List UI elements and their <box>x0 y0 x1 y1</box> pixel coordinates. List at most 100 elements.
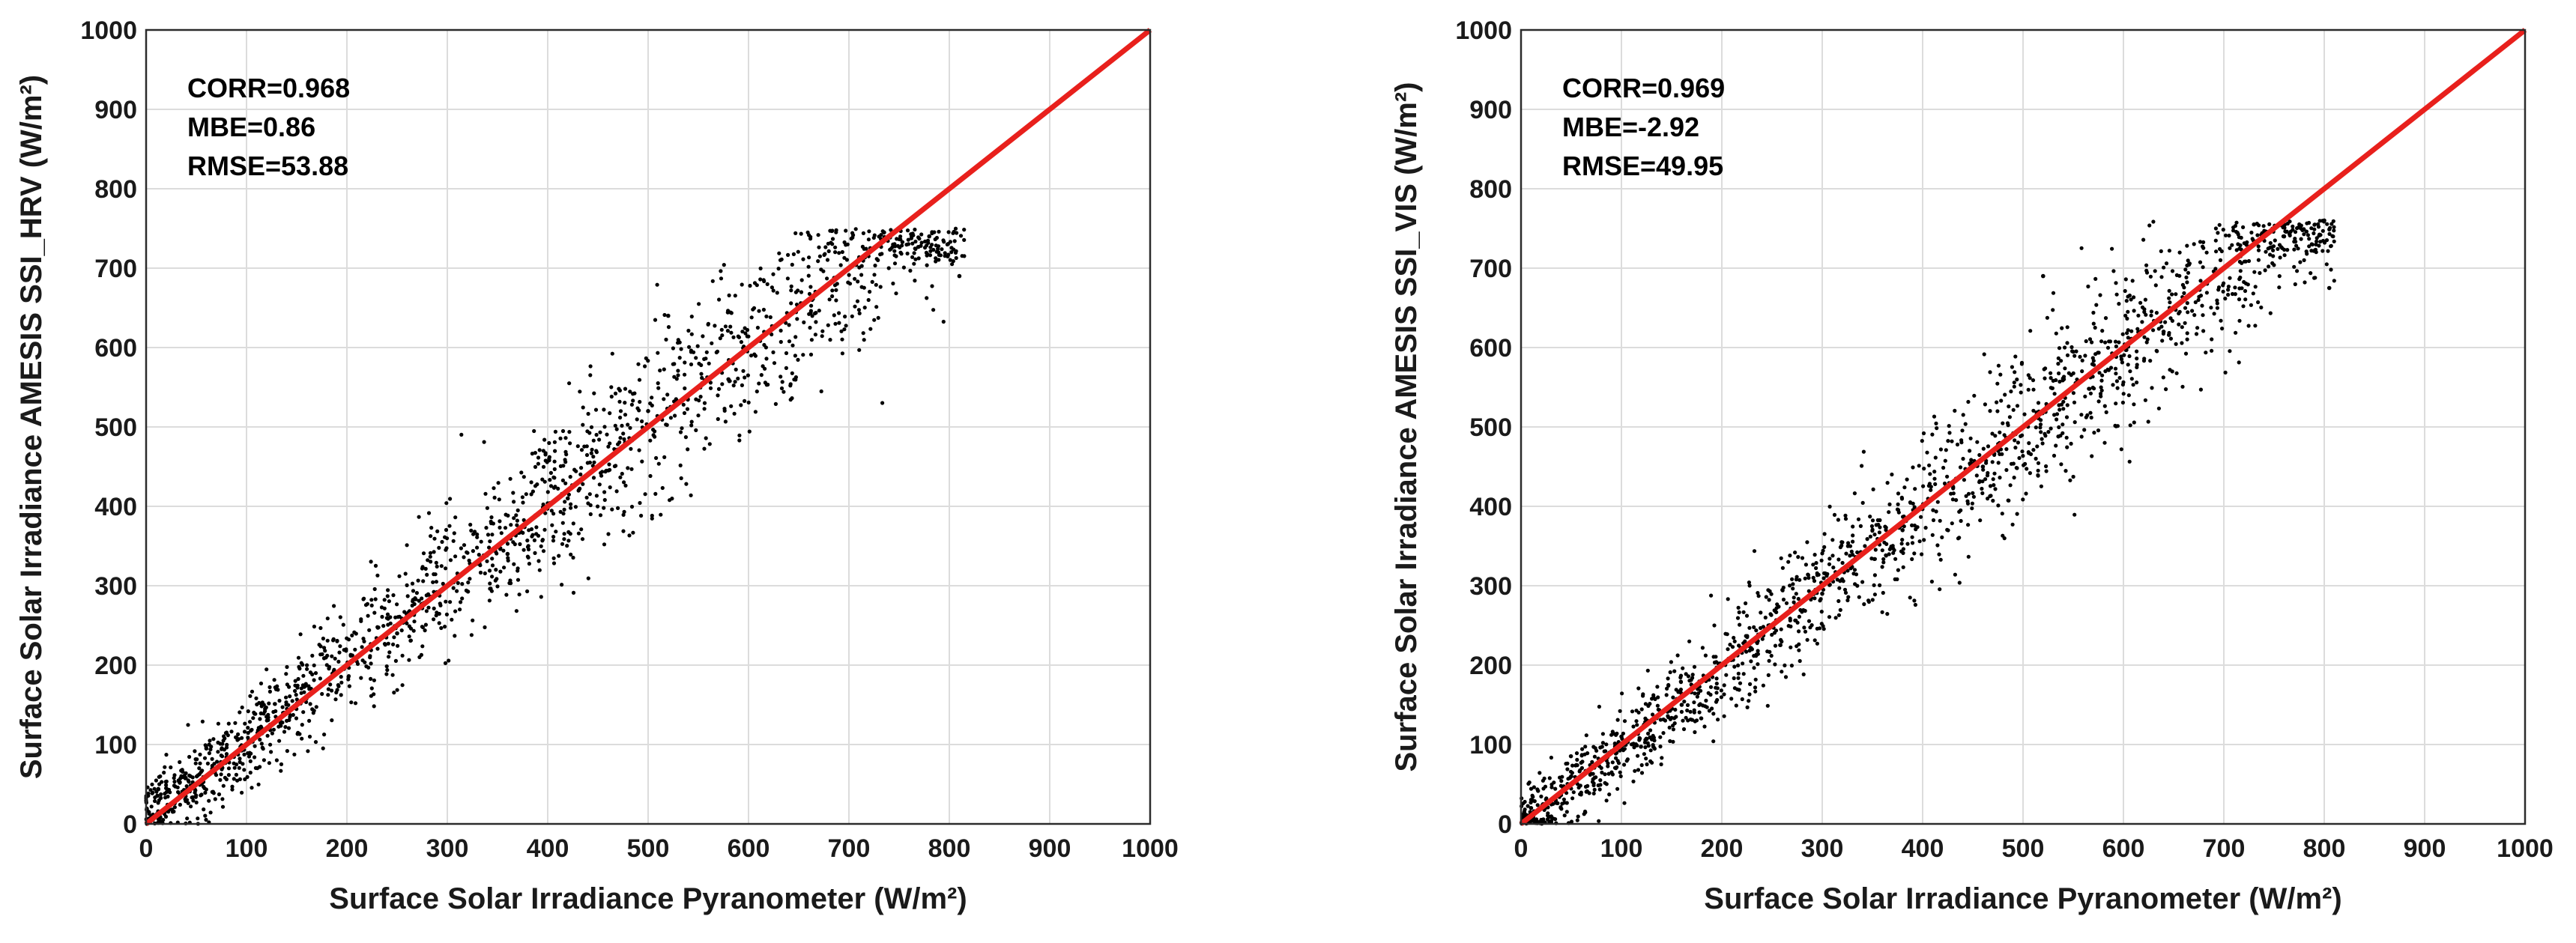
scatter-point <box>527 528 531 533</box>
scatter-point <box>1702 724 1707 729</box>
scatter-point <box>2322 218 2326 223</box>
scatter-point <box>2036 473 2040 478</box>
scatter-point <box>447 658 451 663</box>
scatter-point <box>381 624 386 628</box>
scatter-point <box>833 321 838 326</box>
scatter-point <box>1610 760 1615 765</box>
scatter-point <box>2177 311 2181 316</box>
scatter-point <box>2241 225 2246 229</box>
scatter-point <box>260 745 264 750</box>
scatter-point <box>621 431 626 436</box>
scatter-point <box>1996 503 2001 508</box>
scatter-point <box>2329 244 2333 249</box>
scatter-point <box>1855 550 1860 555</box>
scatter-point <box>731 383 736 388</box>
scatter-point <box>2315 239 2319 243</box>
scatter-point <box>1812 638 1817 643</box>
scatter-point <box>749 315 754 320</box>
scatter-point <box>2103 316 2108 321</box>
scatter-point <box>2090 340 2094 345</box>
scatter-point <box>2099 339 2104 344</box>
scatter-point <box>2080 369 2084 374</box>
scatter-point <box>1579 765 1584 770</box>
scatter-point <box>426 558 430 563</box>
scatter-point <box>1788 554 1792 558</box>
scatter-point <box>2084 415 2088 419</box>
scatter-point <box>1585 751 1590 756</box>
scatter-point <box>414 591 420 595</box>
scatter-point <box>1998 372 2003 377</box>
mbe-label-right: MBE=-2.92 <box>1562 112 1699 142</box>
scatter-point <box>789 301 793 306</box>
scatter-point <box>2040 437 2044 441</box>
scatter-point <box>1664 693 1669 697</box>
scatter-point <box>1975 440 1980 444</box>
scatter-point <box>336 683 340 688</box>
scatter-point <box>666 325 671 330</box>
scatter-point <box>604 468 608 473</box>
scatter-point <box>432 606 436 611</box>
scatter-point <box>1749 659 1753 664</box>
scatter-point <box>1745 634 1750 638</box>
scatter-point <box>626 466 630 470</box>
scatter-point <box>2126 328 2130 333</box>
scatter-point <box>2249 303 2253 307</box>
scatter-point <box>558 436 563 441</box>
scatter-point <box>166 794 170 799</box>
scatter-point <box>1798 658 1802 664</box>
scatter-point <box>488 586 492 591</box>
scatter-point <box>1944 448 1948 452</box>
scatter-point <box>349 700 354 705</box>
scatter-point <box>689 315 694 319</box>
scatter-point <box>2065 341 2069 345</box>
scatter-point <box>2125 331 2129 336</box>
scatter-point <box>250 727 254 732</box>
scatter-point <box>2324 262 2329 267</box>
scatter-point <box>226 766 232 771</box>
scatter-point <box>1827 562 1832 566</box>
scatter-point <box>2114 372 2118 376</box>
scatter-point <box>307 687 312 691</box>
scatter-point <box>722 408 727 413</box>
scatter-point <box>568 475 572 479</box>
scatter-point <box>771 272 775 276</box>
scatter-point <box>2298 260 2303 264</box>
scatter-point <box>1646 703 1651 709</box>
scatter-point <box>2303 280 2307 285</box>
scatter-point <box>1656 695 1660 700</box>
scatter-point <box>2127 354 2132 359</box>
scatter-point <box>2186 270 2191 275</box>
scatter-point <box>178 802 182 807</box>
scatter-point <box>382 598 387 602</box>
scatter-point <box>202 786 207 790</box>
scatter-point <box>396 643 400 648</box>
scatter-point <box>2141 359 2147 363</box>
scatter-point <box>2049 426 2053 431</box>
scatter-point <box>1831 566 1836 570</box>
scatter-point <box>2132 309 2136 313</box>
scatter-point <box>1564 762 1568 766</box>
scatter-point <box>1977 452 1982 458</box>
scatter-point <box>2317 243 2321 248</box>
scatter-point <box>198 761 202 765</box>
scatter-point <box>2008 483 2013 488</box>
scatter-point <box>364 664 369 669</box>
scatter-point <box>1549 819 1553 823</box>
scatter-point <box>922 246 928 250</box>
scatter-point <box>2216 288 2221 292</box>
scatter-point <box>452 531 456 536</box>
scatter-point <box>1688 709 1693 714</box>
scatter-point <box>2144 312 2148 317</box>
scatter-point <box>1941 465 1946 470</box>
scatter-point <box>627 533 632 538</box>
scatter-point <box>791 252 796 256</box>
scatter-point <box>1704 698 1708 703</box>
scatter-point <box>399 628 404 633</box>
x-tick-label-100: 100 <box>226 834 268 863</box>
scatter-point <box>2083 394 2087 398</box>
scatter-point <box>1884 554 1888 558</box>
scatter-point <box>2215 301 2219 306</box>
scatter-point <box>1754 652 1759 657</box>
scatter-point <box>372 586 377 592</box>
scatter-point <box>423 622 429 627</box>
